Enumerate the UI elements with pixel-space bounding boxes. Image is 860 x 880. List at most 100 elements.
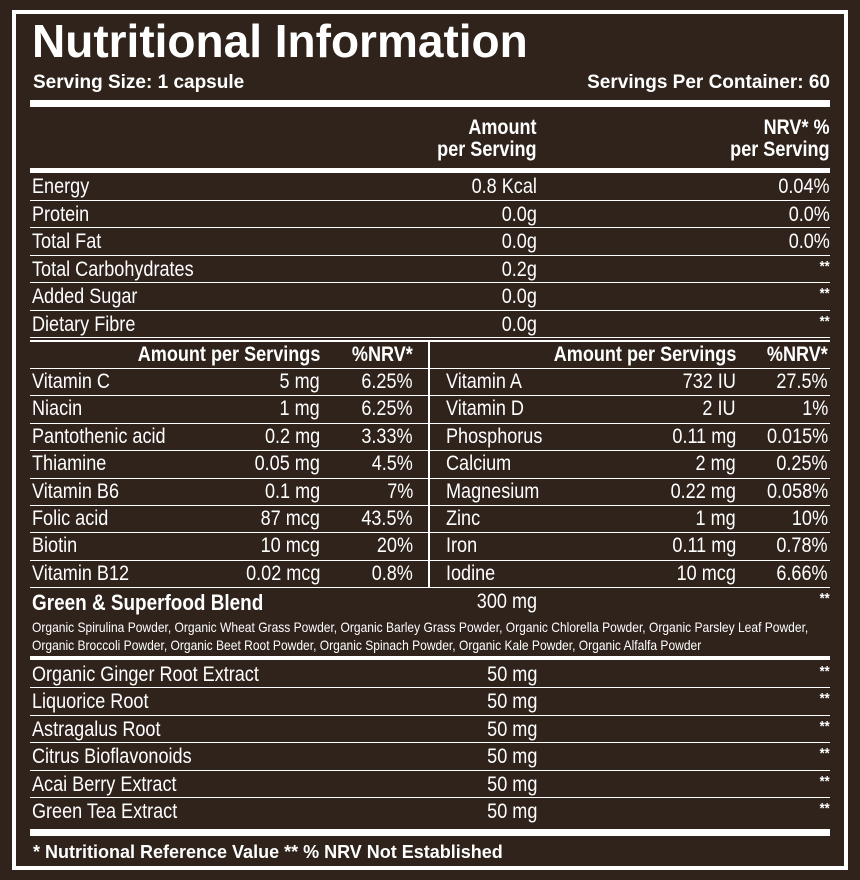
row-divider bbox=[30, 587, 428, 589]
blend-ingredients-line2: Organic Broccoli Powder, Organic Beet Ro… bbox=[32, 637, 702, 653]
row-divider bbox=[430, 559, 830, 561]
macro-name: Dietary Fibre bbox=[32, 312, 136, 336]
extract-name: Astragalus Root bbox=[32, 717, 161, 741]
micro-left-amount: 1 mg bbox=[279, 397, 320, 421]
thick-divider-header bbox=[30, 168, 830, 173]
extract-nrv: ** bbox=[819, 800, 830, 817]
row-divider bbox=[30, 422, 428, 424]
thick-divider-bottom bbox=[30, 829, 830, 836]
micro-left-name: Niacin bbox=[32, 397, 83, 421]
extract-name: Acai Berry Extract bbox=[32, 772, 177, 796]
micro-vertical-divider bbox=[428, 340, 430, 588]
macro-nrv: 0.0% bbox=[788, 202, 830, 226]
macro-amount: 0.0g bbox=[501, 202, 537, 226]
macro-nrv: ** bbox=[819, 257, 830, 275]
micro-left-name: Vitamin B6 bbox=[32, 479, 120, 503]
micro-right-nrv-header: %NRV* bbox=[767, 343, 828, 366]
row-divider bbox=[30, 309, 830, 311]
row-divider bbox=[430, 477, 830, 479]
micro-right-amount: 10 mcg bbox=[676, 561, 736, 585]
extract-nrv: ** bbox=[819, 663, 830, 680]
extract-name: Liquorice Root bbox=[32, 690, 149, 714]
row-divider bbox=[430, 450, 830, 452]
micro-left-amount: 0.05 mg bbox=[254, 452, 320, 476]
blend-nrv: ** bbox=[819, 590, 830, 607]
macro-amount: 0.0g bbox=[501, 285, 537, 308]
extract-amount: 50 mg bbox=[486, 800, 537, 823]
extract-name: Citrus Bioflavonoids bbox=[32, 745, 192, 769]
micro-left-name: Vitamin B12 bbox=[32, 561, 130, 585]
row-divider bbox=[430, 532, 830, 534]
micro-right-name: Iron bbox=[446, 534, 478, 558]
macro-name: Total Carbohydrates bbox=[32, 257, 194, 281]
servings-per-container: Servings Per Container: 60 bbox=[587, 72, 830, 93]
extract-nrv: ** bbox=[819, 717, 830, 735]
row-divider bbox=[30, 505, 428, 506]
micro-right-nrv: 0.78% bbox=[776, 534, 828, 558]
row-divider bbox=[30, 282, 830, 283]
macro-amount: 0.2g bbox=[501, 257, 537, 281]
blend-ingredients-line1: Organic Spirulina Powder, Organic Wheat … bbox=[32, 619, 809, 635]
micro-right-name: Zinc bbox=[446, 507, 481, 530]
blend-amount: 300 mg bbox=[476, 590, 537, 613]
row-divider bbox=[30, 532, 428, 534]
blend-name: Green & Superfood Blend bbox=[32, 590, 264, 615]
micro-left-amount: 5 mg bbox=[279, 370, 320, 393]
micro-left-amount: 10 mcg bbox=[260, 534, 320, 558]
micro-left-amount: 0.2 mg bbox=[264, 424, 320, 448]
macro-nrv: ** bbox=[819, 312, 830, 330]
micro-right-amount: 0.11 mg bbox=[672, 534, 736, 558]
micro-right-name: Vitamin A bbox=[446, 370, 522, 393]
header-amount: Amount per Serving bbox=[437, 116, 537, 161]
macro-amount: 0.0g bbox=[501, 230, 537, 253]
extract-nrv: ** bbox=[819, 690, 830, 708]
row-divider bbox=[30, 199, 830, 201]
row-divider bbox=[430, 422, 830, 424]
micro-right-name: Iodine bbox=[446, 561, 496, 585]
micro-left-amount: 0.1 mg bbox=[264, 479, 320, 503]
micro-right-nrv: 0.25% bbox=[776, 452, 828, 476]
macro-name: Protein bbox=[32, 202, 90, 226]
micro-left-name: Vitamin C bbox=[32, 370, 110, 393]
micro-left-nrv: 43.5% bbox=[361, 507, 413, 530]
micro-left-nrv-header: %NRV* bbox=[352, 343, 413, 366]
serving-size: Serving Size: 1 capsule bbox=[33, 72, 245, 93]
micro-right-amount-header: Amount per Servings bbox=[553, 343, 736, 366]
extract-amount: 50 mg bbox=[486, 772, 537, 796]
micro-right-amount: 0.11 mg bbox=[672, 424, 736, 448]
macro-amount: 0.8 Kcal bbox=[471, 175, 537, 198]
micro-header-divider bbox=[30, 368, 830, 369]
footnote: * Nutritional Reference Value ** % NRV N… bbox=[33, 842, 503, 862]
row-divider bbox=[30, 769, 830, 771]
micro-left-amount-header: Amount per Servings bbox=[137, 343, 320, 366]
row-divider bbox=[30, 227, 830, 228]
micro-right-name: Magnesium bbox=[446, 479, 540, 503]
row-divider bbox=[30, 450, 428, 452]
blend-divider bbox=[30, 656, 830, 660]
row-divider bbox=[30, 559, 428, 561]
micro-left-amount: 0.02 mcg bbox=[245, 561, 320, 585]
micro-left-name: Thiamine bbox=[32, 452, 107, 476]
row-divider bbox=[30, 714, 830, 716]
row-divider bbox=[30, 337, 830, 338]
macro-name: Total Fat bbox=[32, 230, 102, 253]
micro-right-nrv: 10% bbox=[791, 507, 828, 530]
macro-nrv: 0.0% bbox=[788, 230, 830, 253]
extract-name: Organic Ginger Root Extract bbox=[32, 663, 259, 686]
label-border bbox=[12, 10, 848, 870]
row-divider bbox=[30, 254, 830, 256]
micro-right-amount: 0.22 mg bbox=[670, 479, 736, 503]
micro-right-nrv: 6.66% bbox=[776, 561, 828, 585]
row-divider bbox=[30, 395, 428, 397]
micro-right-nrv: 27.5% bbox=[776, 370, 828, 393]
micro-left-name: Biotin bbox=[32, 534, 78, 558]
micro-left-nrv: 0.8% bbox=[371, 561, 413, 585]
extract-name: Green Tea Extract bbox=[32, 800, 178, 823]
extract-amount: 50 mg bbox=[486, 663, 537, 686]
micro-left-name: Pantothenic acid bbox=[32, 424, 166, 448]
micro-right-name: Phosphorus bbox=[446, 424, 543, 448]
micro-right-name: Vitamin D bbox=[446, 397, 524, 421]
micro-right-amount: 1 mg bbox=[695, 507, 736, 530]
micro-right-amount: 2 IU bbox=[702, 397, 736, 421]
